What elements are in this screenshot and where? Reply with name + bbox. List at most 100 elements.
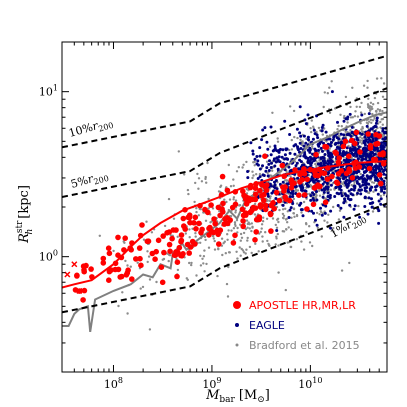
apostle-point (174, 259, 181, 266)
bradford-point (294, 189, 297, 192)
apostle-point (352, 140, 358, 147)
legend-label-apostle: APOSTLE HR,MR,LR (249, 299, 356, 312)
eagle-point (360, 154, 364, 158)
bradford-point (315, 164, 318, 168)
eagle-point (261, 164, 264, 168)
bradford-point (324, 197, 327, 200)
bradford-point (232, 178, 235, 181)
bradford-point (240, 247, 243, 251)
apostle-point (159, 279, 166, 286)
apostle-point (310, 201, 317, 208)
eagle-point (266, 192, 270, 196)
bradford-point (168, 254, 172, 257)
apostle-point (247, 209, 253, 216)
bradford-point (220, 237, 224, 240)
eagle-point (322, 161, 326, 165)
bradford-point (330, 80, 333, 83)
bradford-point (354, 110, 357, 113)
bradford-point (204, 175, 207, 179)
bradford-point (286, 221, 289, 224)
bradford-point (369, 108, 372, 111)
apostle-point (232, 232, 238, 239)
eagle-point (323, 211, 327, 215)
eagle-point (292, 144, 296, 148)
eagle-point (350, 130, 354, 134)
bradford-point (286, 210, 289, 213)
apostle-point (174, 273, 180, 280)
plot-content (62, 54, 387, 333)
eagle-point (329, 183, 333, 187)
eagle-point (340, 194, 344, 198)
bradford-point (204, 177, 207, 181)
bradford-point (253, 164, 256, 167)
apostle-point (80, 297, 86, 303)
eagle-point (310, 177, 314, 181)
eagle-point (251, 152, 255, 156)
bradford-point (369, 118, 373, 122)
bradford-point (329, 188, 332, 191)
bradford-point (251, 176, 254, 180)
eagle-point (275, 229, 279, 232)
eagle-point (381, 144, 385, 148)
apostle-point (219, 206, 225, 212)
apostle-point (243, 194, 249, 200)
apostle-point (212, 220, 218, 227)
bradford-point (360, 142, 364, 145)
eagle-point (366, 175, 370, 179)
bradford-point (305, 230, 308, 234)
apostle-point (206, 232, 212, 238)
eagle-point (364, 154, 368, 157)
bradford-point (194, 181, 197, 185)
apostle-point (312, 172, 319, 179)
bradford-point (167, 197, 171, 201)
eagle-point (370, 133, 374, 137)
apostle-point (276, 197, 283, 204)
apostle-point (192, 214, 199, 221)
apostle-point (207, 224, 213, 231)
apostle-point (186, 214, 193, 221)
bradford-point (316, 226, 319, 229)
ref-line-label-5pct: 5%r200 (69, 168, 110, 193)
apostle-point (342, 138, 349, 145)
bradford-point (253, 213, 257, 216)
eagle-point (267, 162, 271, 166)
eagle-point (342, 177, 345, 181)
eagle-point (318, 162, 322, 166)
bradford-point (236, 231, 239, 234)
apostle-point (336, 155, 343, 161)
bradford-point (129, 265, 132, 268)
eagle-point (309, 194, 313, 197)
bradford-point (281, 208, 285, 211)
apostle-point (164, 230, 170, 236)
apostle-cross (64, 271, 71, 278)
bradford-point (311, 147, 314, 150)
bradford-point (197, 214, 200, 217)
bradford-point (336, 128, 339, 131)
bradford-point (261, 220, 265, 223)
eagle-point (376, 192, 380, 196)
eagle-point (377, 221, 381, 225)
eagle-point (357, 182, 361, 186)
eagle-point (298, 141, 302, 145)
eagle-point (375, 184, 379, 188)
bradford-point (332, 230, 335, 233)
bradford-point (309, 127, 312, 130)
eagle-point (345, 146, 349, 150)
bradford-point (328, 86, 331, 89)
apostle-cross (71, 261, 78, 268)
bradford-point (338, 135, 341, 138)
bradford-point (265, 160, 269, 163)
bradford-point (212, 237, 215, 240)
bradford-point (225, 200, 228, 204)
apostle-point (267, 210, 274, 217)
eagle-point (326, 191, 330, 195)
bradford-point (226, 295, 230, 298)
bradford-point (176, 235, 179, 238)
bradford-point (234, 199, 238, 202)
apostle-point (153, 248, 159, 255)
eagle-point (359, 192, 363, 196)
apostle-point (335, 159, 342, 166)
bradford-point (332, 227, 335, 230)
bradford-point (187, 192, 190, 196)
apostle-point (373, 131, 379, 138)
